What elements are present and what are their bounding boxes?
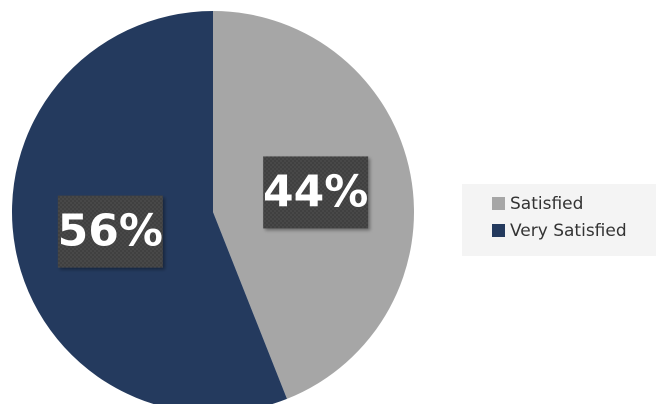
pie-data-labels: 44% 56%	[57, 156, 369, 268]
data-label-very-satisfied: 56%	[57, 195, 163, 268]
legend-label-satisfied: Satisfied	[510, 193, 584, 214]
data-label-box-satisfied	[263, 156, 369, 229]
legend-swatch-satisfied	[492, 197, 505, 210]
legend: Satisfied Very Satisfied	[462, 184, 656, 256]
data-label-text-very-satisfied: 56%	[58, 206, 163, 257]
legend-item-very-satisfied: Very Satisfied	[492, 217, 656, 244]
legend-item-satisfied: Satisfied	[492, 190, 656, 217]
legend-swatch-very-satisfied	[492, 224, 505, 237]
data-label-box-very-satisfied	[57, 195, 163, 268]
data-label-satisfied: 44%	[263, 156, 369, 229]
data-label-text-satisfied: 44%	[263, 166, 368, 217]
legend-label-very-satisfied: Very Satisfied	[510, 220, 627, 241]
